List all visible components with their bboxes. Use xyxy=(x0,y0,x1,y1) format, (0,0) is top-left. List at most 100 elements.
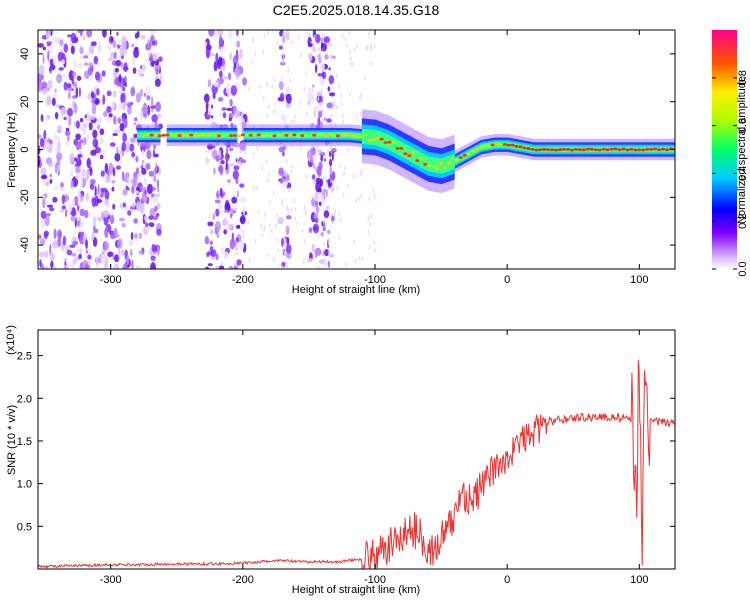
spectrogram-noise-cell xyxy=(38,64,45,76)
spectrogram-peak-cell xyxy=(141,133,146,137)
spectrogram-peak-cell xyxy=(419,157,424,160)
spectrogram-noise-cell xyxy=(317,191,322,199)
spectrogram-noise-cell xyxy=(40,210,47,219)
spectrogram-noise-cell xyxy=(80,176,84,188)
spectrogram-ridge-cell xyxy=(403,143,405,159)
spectrogram-noise-cell xyxy=(43,129,47,140)
spectrogram-noise-cell xyxy=(270,228,273,234)
spectrogram-noise-cell xyxy=(133,48,140,59)
spectrogram-peak-cell xyxy=(589,147,594,151)
spectrogram-peak-cell xyxy=(530,147,535,151)
spectrogram-noise-cell xyxy=(79,55,84,60)
spectrogram-ridge-cell xyxy=(462,153,464,160)
spectrogram-noise-cell xyxy=(113,263,120,269)
spectrogram-noise-cell xyxy=(133,117,138,122)
spectrogram-noise-cell xyxy=(313,213,319,220)
spectrogram-noise-cell xyxy=(95,255,99,267)
spectrogram-noise-cell xyxy=(38,42,44,48)
spectrogram-noise-cell xyxy=(58,67,65,71)
spectrogram-noise-cell xyxy=(153,57,158,61)
spectrogram-peak-cell xyxy=(205,134,210,137)
spectrogram-noise-cell xyxy=(278,167,284,176)
spectrogram-noise-cell xyxy=(261,165,263,171)
spectrogram-noise-cell xyxy=(282,53,285,59)
spectrogram-noise-cell xyxy=(83,117,90,126)
spectrogram-noise-cell xyxy=(102,94,106,105)
spectrogram-noise-cell xyxy=(57,51,64,62)
spectrogram-ridge-cell xyxy=(405,144,407,160)
spectrogram-peak-cell xyxy=(431,164,436,168)
spectrogram-noise-cell xyxy=(319,53,322,59)
spectrogram-noise-cell xyxy=(322,200,325,206)
spectrogram-noise-cell xyxy=(116,31,119,37)
spectrogram-noise-cell xyxy=(323,158,327,162)
x-tick-label: -200 xyxy=(232,274,254,286)
spectrogram-noise-cell xyxy=(135,155,139,163)
spectrogram-peak-cell xyxy=(518,145,523,149)
spectrogram-noise-cell xyxy=(124,205,130,212)
spectrogram-noise-cell xyxy=(311,84,315,88)
spectrogram-noise-cell xyxy=(318,259,325,265)
spectrogram-noise-cell xyxy=(117,117,122,124)
spectrogram-noise-cell xyxy=(147,105,151,116)
spectrogram-noise-cell xyxy=(156,179,160,190)
spectrogram-noise-cell xyxy=(224,202,231,213)
spectrogram-ridge-cell xyxy=(327,132,329,139)
spectrogram-noise-cell xyxy=(204,266,210,269)
spectrogram-peak-cell xyxy=(577,148,582,152)
spectrogram-noise-cell xyxy=(297,34,300,40)
spectrogram-noise-cell xyxy=(228,265,233,269)
spectrogram-noise-cell xyxy=(235,158,238,163)
spectrogram-noise-cell xyxy=(129,248,133,257)
spectrogram-noise-cell xyxy=(243,233,245,239)
spectrogram-noise-cell xyxy=(66,83,72,89)
spectrogram-noise-cell xyxy=(319,61,325,73)
spectrogram-noise-cell xyxy=(341,101,343,107)
spectrogram-noise-cell xyxy=(306,111,308,117)
spectrogram-noise-cell xyxy=(131,259,134,269)
snr-x-ticks: -300 -200 -100 0 100 xyxy=(100,330,648,586)
spectrogram-noise-cell xyxy=(257,209,260,215)
spectrogram-noise-cell xyxy=(316,91,323,97)
spectrogram-noise-cell xyxy=(235,178,239,185)
spectrogram-noise-cell xyxy=(240,196,246,203)
spectrogram-noise-cell xyxy=(141,193,148,203)
spectrogram-ridge-cell xyxy=(413,148,415,164)
spectrogram-noise-cell xyxy=(73,120,76,127)
spectrogram-noise-cell xyxy=(308,157,311,163)
spectrogram-noise-cell xyxy=(267,177,269,183)
spectrogram-noise-cell xyxy=(122,86,126,92)
spectrogram-noise-cell xyxy=(99,150,106,156)
spectrogram-peak-cell xyxy=(435,166,440,170)
spectrogram-ridge-cell xyxy=(391,136,393,152)
spectrogram-noise-cell xyxy=(140,110,144,121)
spectrogram-peak-cell xyxy=(458,156,463,159)
spectrogram-noise-cell xyxy=(130,86,136,97)
spectrogram-noise-cell xyxy=(312,223,320,234)
spectrogram-noise-cell xyxy=(236,190,239,198)
spectrogram-noise-cell xyxy=(68,115,72,127)
spectrogram-noise-cell xyxy=(148,170,155,177)
spectrogram-noise-cell xyxy=(135,167,140,175)
spectrogram-noise-cell xyxy=(143,178,148,186)
spectrogram-peak-cell xyxy=(221,134,226,138)
spectrogram-noise-cell xyxy=(327,148,329,154)
spectrogram-ridge-cell xyxy=(138,132,141,139)
spectrogram-noise-cell xyxy=(235,82,241,88)
spectrogram-peak-cell xyxy=(613,147,618,151)
spectrogram-noise-cell xyxy=(115,165,122,170)
spectrogram-noise-cell xyxy=(123,62,128,73)
spectrogram-noise-cell xyxy=(83,55,89,59)
spectrogram-noise-cell xyxy=(338,211,340,217)
spectrogram-noise-cell xyxy=(212,213,215,221)
spectrogram-noise-cell xyxy=(264,212,266,218)
spectrogram-noise-cell xyxy=(46,204,54,208)
spectrogram-peak-cell xyxy=(629,147,634,151)
spectrogram-noise-cell xyxy=(254,51,257,57)
spectrogram-noise-cell xyxy=(65,141,70,147)
spectrogram-noise-cell xyxy=(64,257,68,262)
spectrogram-noise-cell xyxy=(156,113,162,119)
spectrogram-noise-cell xyxy=(122,132,127,143)
spectrogram-peak-cell xyxy=(367,139,372,142)
spectrogram-noise-cell xyxy=(108,57,112,62)
